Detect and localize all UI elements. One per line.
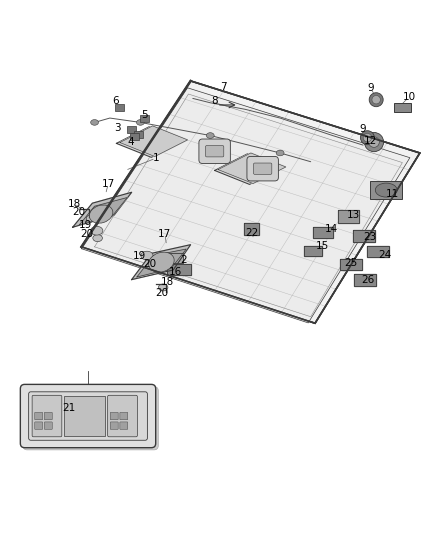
FancyBboxPatch shape bbox=[120, 413, 128, 420]
Text: 18: 18 bbox=[68, 199, 81, 208]
Text: 17: 17 bbox=[102, 180, 115, 189]
Circle shape bbox=[364, 133, 384, 152]
Polygon shape bbox=[115, 103, 124, 111]
Polygon shape bbox=[340, 259, 362, 270]
Ellipse shape bbox=[91, 227, 103, 235]
Polygon shape bbox=[81, 88, 410, 323]
FancyBboxPatch shape bbox=[28, 392, 148, 440]
FancyBboxPatch shape bbox=[254, 163, 272, 174]
Ellipse shape bbox=[93, 235, 102, 241]
Text: 25: 25 bbox=[344, 259, 357, 269]
Text: 22: 22 bbox=[246, 228, 259, 238]
FancyBboxPatch shape bbox=[205, 146, 224, 157]
FancyBboxPatch shape bbox=[64, 395, 105, 437]
Ellipse shape bbox=[148, 252, 174, 272]
Circle shape bbox=[360, 131, 374, 144]
Text: 9: 9 bbox=[367, 83, 374, 93]
Polygon shape bbox=[79, 198, 127, 225]
FancyBboxPatch shape bbox=[35, 422, 42, 430]
Text: 2: 2 bbox=[180, 255, 187, 264]
Circle shape bbox=[372, 95, 380, 104]
FancyBboxPatch shape bbox=[110, 413, 118, 420]
Text: 6: 6 bbox=[113, 96, 119, 107]
Circle shape bbox=[369, 93, 383, 107]
Text: 23: 23 bbox=[364, 232, 377, 242]
Text: 20: 20 bbox=[144, 260, 156, 269]
FancyBboxPatch shape bbox=[110, 422, 118, 430]
Text: 11: 11 bbox=[386, 189, 399, 199]
Polygon shape bbox=[338, 210, 359, 223]
Polygon shape bbox=[137, 249, 186, 277]
Polygon shape bbox=[95, 94, 403, 317]
Circle shape bbox=[363, 133, 371, 142]
Polygon shape bbox=[394, 103, 411, 111]
Polygon shape bbox=[127, 126, 136, 133]
Ellipse shape bbox=[206, 133, 214, 139]
FancyBboxPatch shape bbox=[20, 384, 155, 448]
Text: 20: 20 bbox=[81, 229, 94, 239]
Text: 24: 24 bbox=[378, 250, 391, 260]
Text: 1: 1 bbox=[152, 153, 159, 163]
Text: 19: 19 bbox=[78, 221, 92, 230]
Circle shape bbox=[369, 137, 379, 147]
Text: 21: 21 bbox=[62, 402, 75, 413]
Text: 10: 10 bbox=[403, 92, 416, 102]
Text: 20: 20 bbox=[72, 207, 85, 217]
Polygon shape bbox=[218, 153, 286, 183]
FancyBboxPatch shape bbox=[44, 422, 52, 430]
Ellipse shape bbox=[276, 150, 284, 156]
Polygon shape bbox=[313, 227, 332, 238]
Ellipse shape bbox=[89, 205, 113, 223]
Text: 9: 9 bbox=[359, 124, 366, 134]
Polygon shape bbox=[141, 115, 149, 122]
Polygon shape bbox=[132, 245, 191, 280]
Ellipse shape bbox=[91, 119, 99, 125]
Text: 17: 17 bbox=[158, 229, 172, 239]
Polygon shape bbox=[353, 230, 375, 242]
Text: 13: 13 bbox=[346, 211, 360, 221]
FancyBboxPatch shape bbox=[120, 422, 128, 430]
Polygon shape bbox=[130, 133, 139, 140]
Polygon shape bbox=[370, 181, 403, 199]
Text: 12: 12 bbox=[364, 136, 377, 146]
Text: 7: 7 bbox=[220, 83, 227, 93]
Polygon shape bbox=[81, 81, 420, 323]
FancyBboxPatch shape bbox=[35, 413, 42, 420]
FancyBboxPatch shape bbox=[199, 139, 230, 164]
Polygon shape bbox=[163, 253, 183, 263]
Ellipse shape bbox=[148, 256, 157, 263]
Polygon shape bbox=[120, 126, 187, 157]
Text: 14: 14 bbox=[325, 223, 338, 233]
Text: 4: 4 bbox=[127, 136, 134, 147]
Polygon shape bbox=[167, 264, 191, 275]
Text: 8: 8 bbox=[211, 96, 218, 106]
FancyBboxPatch shape bbox=[108, 395, 138, 437]
Text: 16: 16 bbox=[169, 266, 182, 277]
Text: 19: 19 bbox=[133, 251, 146, 261]
Ellipse shape bbox=[141, 251, 153, 260]
Text: 5: 5 bbox=[141, 110, 148, 119]
Text: 20: 20 bbox=[155, 288, 168, 298]
Polygon shape bbox=[367, 246, 389, 257]
Polygon shape bbox=[73, 192, 132, 227]
Polygon shape bbox=[117, 127, 184, 157]
Polygon shape bbox=[354, 274, 376, 286]
Ellipse shape bbox=[158, 284, 168, 291]
Polygon shape bbox=[134, 131, 143, 138]
Ellipse shape bbox=[137, 119, 145, 125]
Text: 15: 15 bbox=[315, 241, 328, 251]
Polygon shape bbox=[244, 223, 259, 235]
Polygon shape bbox=[304, 246, 321, 256]
Ellipse shape bbox=[86, 215, 96, 222]
FancyBboxPatch shape bbox=[247, 157, 279, 181]
Ellipse shape bbox=[375, 183, 397, 197]
Text: 18: 18 bbox=[161, 277, 174, 287]
Text: 26: 26 bbox=[361, 274, 374, 285]
FancyBboxPatch shape bbox=[23, 386, 158, 450]
Text: 3: 3 bbox=[114, 123, 121, 133]
FancyBboxPatch shape bbox=[44, 413, 52, 420]
FancyBboxPatch shape bbox=[32, 395, 62, 437]
Polygon shape bbox=[215, 154, 283, 184]
